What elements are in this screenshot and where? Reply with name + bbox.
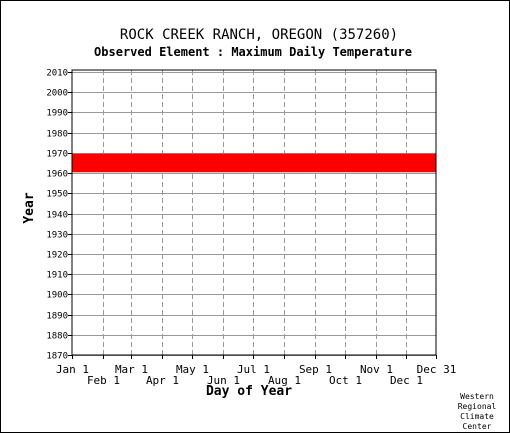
year-1964-record xyxy=(72,163,436,167)
y-tick-label: 1980 xyxy=(46,130,68,140)
x-tick-label: Dec 1 xyxy=(390,374,423,387)
year-1967-record xyxy=(72,157,436,161)
credit-line: Center xyxy=(463,422,492,431)
x-tick-label: Nov 1 xyxy=(360,363,393,376)
y-tick-label: 1870 xyxy=(46,352,68,362)
x-tick-label: Jan 1 xyxy=(56,363,89,376)
chart-subtitle: Observed Element : Maximum Daily Tempera… xyxy=(94,45,412,59)
credit-line: Regional xyxy=(458,402,497,411)
y-tick-label: 1920 xyxy=(46,251,68,261)
y-tick-label: 1890 xyxy=(46,312,68,322)
y-tick-label: 2010 xyxy=(46,69,68,79)
x-tick-label: Apr 1 xyxy=(146,374,179,387)
y-axis-label: Year xyxy=(22,192,37,223)
x-tick-label: Aug 1 xyxy=(268,374,301,387)
y-tick-label: 1990 xyxy=(46,109,68,119)
year-1968-record xyxy=(72,155,436,159)
year-1961-record xyxy=(72,169,436,173)
y-tick-label: 1970 xyxy=(46,150,68,160)
year-1963-record xyxy=(72,165,436,169)
y-tick-label: 1940 xyxy=(46,211,68,221)
year-1969-record xyxy=(72,153,436,157)
x-tick-label: Feb 1 xyxy=(87,374,120,387)
grid-lines xyxy=(72,70,436,356)
y-tick-label: 1900 xyxy=(46,291,68,301)
x-tick-label: Jun 1 xyxy=(207,374,240,387)
x-axis-label: Day of Year xyxy=(206,384,292,399)
year-1966-record xyxy=(72,159,436,163)
year-1962-record xyxy=(72,167,436,171)
year-1965-record xyxy=(72,161,436,165)
y-tick-label: 2000 xyxy=(46,89,68,99)
x-tick-label: Oct 1 xyxy=(329,374,362,387)
data-points xyxy=(72,153,436,173)
y-tick-label: 1960 xyxy=(46,170,68,180)
y-tick-label: 1950 xyxy=(46,190,68,200)
y-tick-label: 1880 xyxy=(46,332,68,342)
credit-line: Western xyxy=(460,392,494,401)
x-tick-label: May 1 xyxy=(176,363,209,376)
x-tick-label: Sep 1 xyxy=(299,363,332,376)
x-tick-label: Dec 31 xyxy=(417,363,457,376)
x-tick-label: Jul 1 xyxy=(237,363,270,376)
y-tick-label: 1930 xyxy=(46,231,68,241)
chart-title: ROCK CREEK RANCH, OREGON (357260) xyxy=(120,27,398,43)
y-tick-label: 1910 xyxy=(46,271,68,281)
credit-line: Climate xyxy=(460,412,494,421)
x-tick-label: Mar 1 xyxy=(115,363,148,376)
y-axis-ticks: 1870 1880 1890 1900 1910 1920 1930 1940 1950 1960… xyxy=(46,69,72,362)
